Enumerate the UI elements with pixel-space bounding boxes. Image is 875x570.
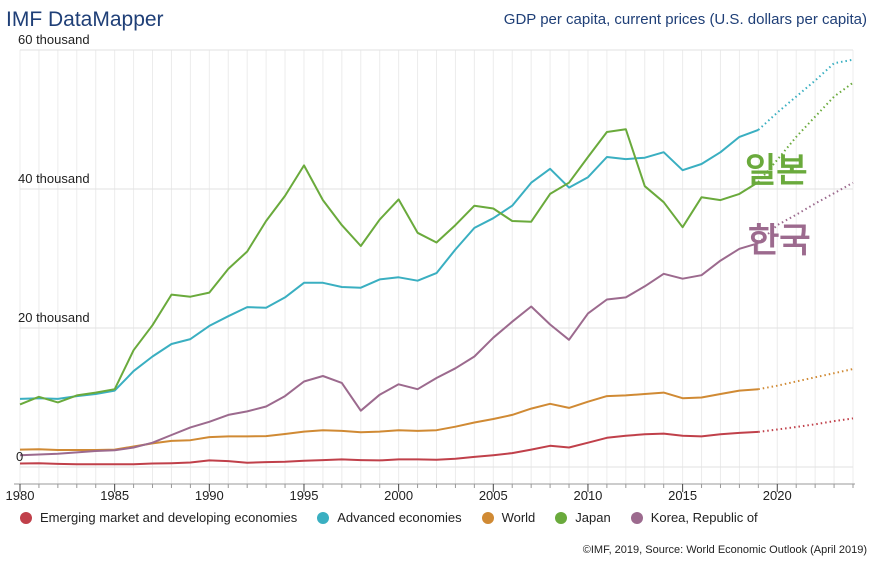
legend-label: Advanced economies — [337, 510, 462, 525]
x-tick-label: 2005 — [479, 488, 508, 500]
legend-label: Emerging market and developing economies — [40, 510, 298, 525]
legend-item[interactable]: Emerging market and developing economies — [20, 510, 297, 525]
legend-item[interactable]: World — [481, 510, 536, 525]
x-tick-label: 1990 — [195, 488, 224, 500]
korea-annotation-label: 한국 — [748, 221, 811, 261]
y-tick-label: 20 thousand — [18, 310, 90, 325]
grid — [19, 49, 854, 484]
legend-swatch — [555, 511, 568, 524]
series-projection-emerging-market-and-developing-economies — [758, 417, 854, 433]
y-axis: 0 20 thousand 40 thousand 60 thousand — [16, 32, 90, 464]
series-line-korea-republic-of — [19, 242, 759, 457]
series-lines — [19, 58, 854, 466]
series-projection-japan — [757, 81, 854, 183]
series-projection-world — [758, 368, 854, 391]
x-tick-label: 1995 — [290, 488, 319, 500]
x-tick-label: 1985 — [100, 488, 129, 500]
legend-swatch — [630, 511, 643, 524]
legend-swatch — [317, 511, 330, 524]
source-note: ©IMF, 2019, Source: World Economic Outlo… — [582, 544, 867, 556]
x-tick-label: 2000 — [384, 488, 413, 500]
x-tick-label: 1980 — [6, 488, 35, 500]
x-tick-label: 2010 — [573, 488, 602, 500]
legend-label: World — [501, 510, 536, 525]
x-axis: 1980 1985 1990 1995 2000 2005 2010 2015 2020 — [6, 483, 855, 500]
legend-label: Japan — [575, 510, 611, 525]
series-line-japan — [19, 128, 759, 406]
brand-title: IMF DataMapper — [6, 8, 164, 31]
legend-swatch — [481, 511, 494, 524]
x-tick-label: 2015 — [668, 488, 697, 500]
legend-item[interactable]: Korea, Republic of — [630, 510, 758, 525]
y-tick-label: 60 thousand — [18, 32, 90, 47]
legend-item[interactable]: Advanced economies — [317, 510, 462, 525]
series-projection-korea-republic-of — [757, 181, 854, 244]
series-line-advanced-economies — [19, 128, 759, 400]
series-line-world — [19, 388, 759, 451]
series-projection-advanced-economies — [757, 58, 854, 131]
x-tick-label: 2020 — [763, 488, 792, 500]
legend-label: Korea, Republic of — [650, 510, 758, 525]
legend-item[interactable]: Japan — [555, 510, 611, 525]
line-chart: 1980 1985 1990 1995 2000 2005 2010 2015 2020 0 20… — [6, 32, 855, 500]
legend-swatch — [20, 511, 32, 524]
legend: Emerging market and developing economies… — [20, 510, 778, 525]
chart-title: GDP per capita, current prices (U.S. dol… — [503, 11, 867, 28]
japan-annotation-label: 일본 — [745, 151, 808, 191]
y-tick-label: 0 — [16, 449, 23, 464]
series-line-emerging-market-and-developing-economies — [19, 430, 759, 466]
y-tick-label: 40 thousand — [18, 171, 90, 186]
